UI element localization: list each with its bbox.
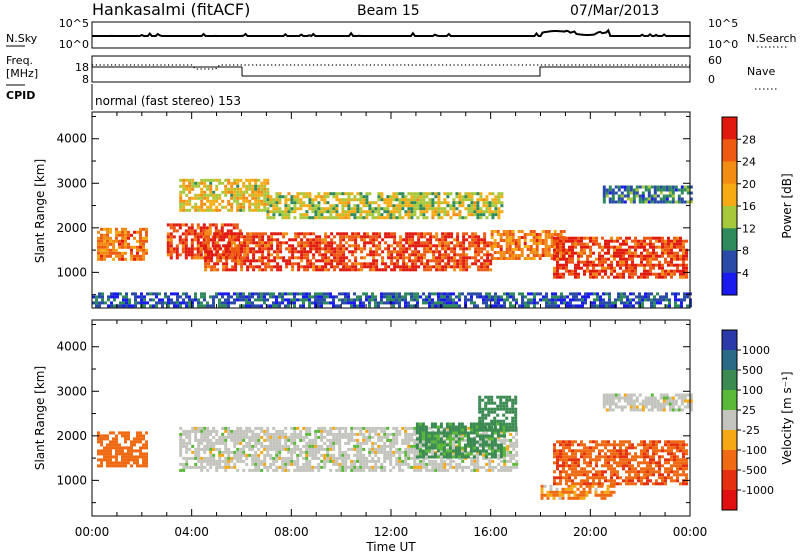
power-scale-swatch-5 (722, 228, 737, 251)
power-colorbar: 28 24 20 16 12 8 4 Power [dB] (721, 116, 794, 296)
x-tick-6: 00:00 (673, 525, 708, 539)
velocity-scale-tick-6: -500 (742, 464, 767, 477)
power-scale-swatch-0 (722, 117, 737, 140)
frequency-trace (92, 64, 690, 70)
power-scale-tick-5: 8 (742, 245, 749, 258)
velocity-region-3 (478, 395, 518, 432)
velocity-region-2 (415, 422, 506, 459)
power-scale-swatch-6 (722, 250, 737, 274)
power-region-8 (92, 292, 692, 308)
velocity-ylabel: Slant Range [km] (33, 366, 47, 470)
power-region-4 (266, 192, 504, 220)
power-data (92, 178, 693, 308)
velocity-scale-swatch-6 (722, 450, 737, 471)
velocity-scale-label: Velocity [m s⁻¹] (780, 371, 794, 464)
power-scale-swatch-3 (722, 183, 737, 207)
power-region-0 (97, 227, 148, 261)
velocity-scale-tick-1: 500 (742, 364, 763, 377)
x-tick-2: 08:00 (274, 525, 309, 539)
x-axis-label: Time UT (365, 540, 416, 554)
velocity-scale-tick-0: 1000 (742, 344, 770, 357)
velocity-scale-swatch-5 (722, 430, 737, 451)
x-tick-3: 12:00 (374, 525, 409, 539)
velocity-colorbar: 1000 500 100 25 -25 -100 -500 -1000 Velocity [m… (721, 329, 794, 511)
x-tick-4: 16:00 (473, 525, 508, 539)
velocity-scale-swatch-0 (722, 330, 737, 351)
power-ytick-3000: 3000 (56, 176, 87, 190)
velocity-scale-swatch-3 (722, 390, 737, 411)
power-ylabel: Slant Range [km] (33, 159, 47, 263)
beam-title: Beam 15 (357, 3, 420, 19)
noise-trace (92, 28, 690, 38)
noise-right-tick-bottom: 10^0 (708, 38, 738, 51)
power-scale-label: Power [dB] (780, 173, 794, 238)
velocity-scale-tick-2: 100 (742, 384, 763, 397)
velocity-region-4 (553, 440, 688, 486)
freq-unit-label: [MHz] (6, 67, 38, 80)
nave-trace (92, 66, 690, 77)
power-scale-tick-6: 4 (742, 267, 749, 280)
cpid-value: normal (fast stereo) 153 (95, 94, 241, 108)
power-scale-tick-3: 16 (742, 200, 756, 213)
velocity-scale-swatch-4 (722, 410, 737, 431)
nave-label: Nave (747, 65, 775, 78)
velocity-ytick-3000: 3000 (56, 384, 87, 398)
velocity-scale-tick-7: -1000 (742, 484, 774, 497)
x-tick-1: 04:00 (174, 525, 209, 539)
velocity-ytick-1000: 1000 (56, 473, 87, 487)
velocity-scale-swatch-7 (722, 470, 737, 491)
power-ytick-2000: 2000 (56, 221, 87, 235)
velocity-region-0 (97, 431, 148, 468)
time-axis: 00:00 04:00 08:00 12:00 16:00 20:00 00:00 (75, 112, 708, 539)
power-region-7 (602, 185, 693, 204)
frequency-panel: Freq. [MHz] 18 8 60 0 Nave (6, 54, 777, 90)
nave-tick-0: 0 (708, 73, 715, 86)
power-panel: 4000 3000 2000 1000 Slant Range [km] (33, 111, 693, 309)
noise-left-tick-bottom: 10^0 (59, 38, 89, 51)
velocity-panel: 4000 3000 2000 1000 Slant Range [km] (33, 319, 693, 517)
velocity-scale-tick-3: 25 (742, 404, 756, 417)
velocity-data (97, 393, 693, 500)
power-scale-swatch-2 (722, 161, 737, 185)
noise-right-tick-top: 10^5 (708, 17, 738, 30)
power-scale-swatch-7 (722, 272, 737, 296)
power-scale-swatch-4 (722, 206, 737, 229)
noise-panel: N.Sky 10^5 10^0 10^5 10^0 N.Search (6, 17, 797, 51)
station-title: Hankasalmi (fitACF) (92, 0, 250, 19)
power-scale-tick-2: 20 (742, 178, 756, 191)
cpid-label: CPID (6, 89, 35, 102)
date-title: 07/Mar/2013 (570, 3, 659, 19)
x-tick-0: 00:00 (75, 525, 110, 539)
n-sky-label: N.Sky (6, 32, 38, 45)
velocity-region-6 (602, 393, 693, 412)
velocity-scale-tick-4: -25 (742, 424, 760, 437)
velocity-scale-swatch-1 (722, 350, 737, 371)
x-tick-5: 20:00 (573, 525, 608, 539)
velocity-region-5 (540, 484, 616, 500)
power-scale-tick-1: 24 (742, 156, 756, 169)
velocity-scale-swatch-8 (722, 490, 737, 511)
freq-tick-18: 18 (75, 61, 89, 74)
power-region-2 (204, 232, 493, 272)
power-region-6 (553, 236, 688, 279)
velocity-ytick-2000: 2000 (56, 429, 87, 443)
power-scale-tick-4: 12 (742, 222, 756, 235)
nave-tick-60: 60 (708, 54, 722, 67)
noise-left-tick-top: 10^5 (59, 17, 89, 30)
velocity-ytick-4000: 4000 (56, 340, 87, 354)
freq-label: Freq. (6, 54, 33, 67)
n-search-label: N.Search (747, 32, 797, 45)
velocity-scale-tick-5: -100 (742, 444, 767, 457)
power-scale-tick-0: 28 (742, 133, 756, 146)
velocity-scale-swatch-2 (722, 370, 737, 391)
power-scale-swatch-1 (722, 139, 737, 162)
power-ytick-4000: 4000 (56, 132, 87, 146)
freq-tick-8: 8 (82, 73, 89, 86)
power-ytick-1000: 1000 (56, 265, 87, 279)
